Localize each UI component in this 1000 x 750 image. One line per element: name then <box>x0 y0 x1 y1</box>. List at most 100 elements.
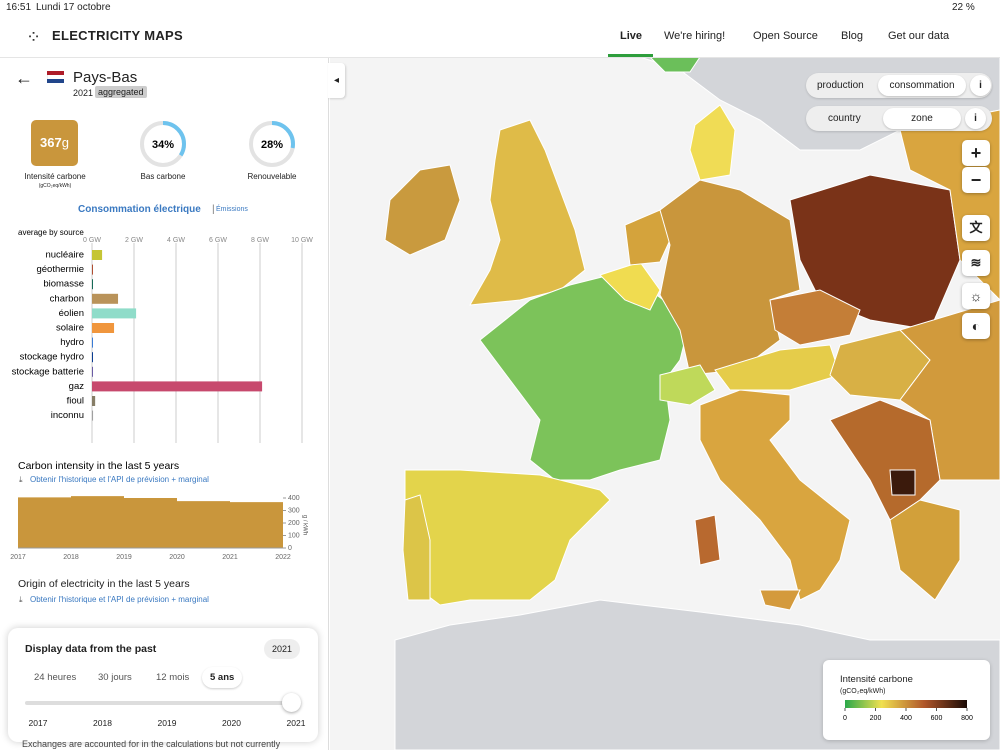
y-tick-label: 0 <box>288 545 292 552</box>
x-tick-label: 2021 <box>222 554 238 561</box>
carbon-sublabel: (gCO₂eq/kWh) <box>38 183 72 189</box>
info-button[interactable]: i <box>965 108 986 129</box>
y-tick-label: 100 <box>288 532 300 539</box>
flag <box>47 71 64 83</box>
chart-title[interactable]: Consommation électrique <box>78 204 201 215</box>
history-bar <box>18 497 71 548</box>
category-label: géothermie <box>36 264 84 275</box>
toggle-option-active[interactable]: consommation <box>878 75 966 96</box>
back-arrow[interactable]: ← <box>15 68 33 88</box>
x-tick-label: 2 GW <box>125 237 143 244</box>
x-tick-label: 10 GW <box>291 237 313 244</box>
battery: 22 % <box>952 2 975 13</box>
toggle-option[interactable]: country <box>828 113 861 124</box>
category-label: gaz <box>69 381 85 392</box>
status-time: 16:51 <box>6 2 32 13</box>
language-button[interactable]: 文 <box>962 215 990 241</box>
carbon-value: 367 <box>40 135 62 150</box>
y-tick-label: 400 <box>288 495 300 502</box>
slider-knob[interactable] <box>282 693 301 712</box>
bar <box>92 381 263 392</box>
info-button[interactable]: i <box>970 75 991 96</box>
active-underline <box>608 54 653 57</box>
solar-button[interactable]: ☼ <box>962 283 990 309</box>
bar <box>92 410 94 421</box>
x-tick-label: 6 GW <box>209 237 227 244</box>
slider-track[interactable] <box>25 701 292 705</box>
x-tick-label: 2022 <box>275 554 291 561</box>
nav-link[interactable]: We're hiring! <box>664 30 726 42</box>
zoom-out[interactable]: − <box>962 167 990 193</box>
ring-arc <box>249 121 295 167</box>
bar <box>92 250 103 260</box>
zoom-in[interactable]: + <box>962 140 990 166</box>
legend-tick-label: 0 <box>843 715 847 722</box>
carbon-label: Intensité carbone <box>24 172 86 181</box>
range-option[interactable]: 12 mois <box>156 672 190 683</box>
history-link[interactable]: Obtenir l'historique et l'API de prévisi… <box>30 475 209 484</box>
header <box>0 0 1000 58</box>
download-icon: ⤓ <box>19 595 23 604</box>
zone-name: Pays-Bas <box>73 69 138 86</box>
past-footer: Exchanges are accounted for in the calcu… <box>22 739 281 749</box>
range-option[interactable]: 5 ans <box>202 667 243 688</box>
nav-link[interactable]: Open Source <box>753 30 818 42</box>
category-label: nucléaire <box>45 250 84 261</box>
x-tick-label: 0 GW <box>83 237 101 244</box>
ring-arc <box>140 121 186 167</box>
year-label: 2019 <box>157 718 177 728</box>
source-chart: average by source 0 GW 2 GW 4 GW 6 GW 8 GW 10… <box>12 228 313 443</box>
bar <box>92 293 119 304</box>
x-tick-label: 2017 <box>10 554 26 561</box>
legend-tick-label: 400 <box>900 715 912 722</box>
history-bar <box>230 502 283 548</box>
bar <box>92 279 93 290</box>
status-date: Lundi 17 octobre <box>36 2 111 13</box>
year-label: 2017 <box>28 718 48 728</box>
category-label: stockage batterie <box>12 366 84 377</box>
origin-link[interactable]: Obtenir l'historique et l'API de prévisi… <box>30 595 209 604</box>
theme-button[interactable]: ◐ <box>962 313 990 339</box>
y-tick-label: 200 <box>288 520 300 527</box>
logo: ⁘ <box>26 27 42 47</box>
legend-scale: 0 200 400 600 800 <box>843 700 973 722</box>
zone-tag: aggregated <box>95 86 147 98</box>
bar <box>92 366 93 377</box>
history-title: Carbon intensity in the last 5 years <box>18 460 179 472</box>
bar <box>92 264 93 275</box>
legend-tick-label: 800 <box>961 715 973 722</box>
category-label: éolien <box>59 308 84 319</box>
toggle-option-active[interactable]: zone <box>883 108 961 129</box>
range-option[interactable]: 30 jours <box>98 672 132 683</box>
y-tick-label: 300 <box>288 507 300 514</box>
bar <box>92 323 115 333</box>
category-label: inconnu <box>51 410 84 421</box>
year-label: 2021 <box>286 718 306 728</box>
bar <box>92 396 96 406</box>
ring-label: 28% <box>261 139 283 151</box>
nav-link[interactable]: Get our data <box>888 30 950 42</box>
alt-title[interactable]: Émissions <box>216 206 248 213</box>
low-carbon-name: Bas carbone <box>140 172 186 181</box>
renewable-name: Renouvelable <box>247 172 297 181</box>
toggle-option[interactable]: production <box>817 80 864 91</box>
download-icon: ⤓ <box>19 475 23 484</box>
legend-unit: (gCO₂eq/kWh) <box>840 688 886 695</box>
nav-link[interactable]: Blog <box>841 30 864 42</box>
nav-link[interactable]: Live <box>620 30 643 42</box>
collapse-tab[interactable]: ◂ <box>328 63 345 98</box>
brand[interactable]: ELECTRICITY MAPS <box>52 28 183 43</box>
range-option[interactable]: 24 heures <box>34 672 77 683</box>
x-tick-label: 8 GW <box>251 237 269 244</box>
x-tick-label: 4 GW <box>167 237 185 244</box>
wind-button[interactable]: ≋ <box>962 250 990 276</box>
category-label: stockage hydro <box>20 352 84 363</box>
x-tick-label: 2019 <box>116 554 132 561</box>
year-label: 2020 <box>222 718 241 728</box>
history-bar <box>177 501 230 548</box>
rings: 34% 28% <box>140 121 295 167</box>
bar <box>92 308 137 319</box>
separator: | <box>212 204 215 215</box>
bar <box>92 337 93 348</box>
legend-tick-label: 600 <box>931 715 943 722</box>
